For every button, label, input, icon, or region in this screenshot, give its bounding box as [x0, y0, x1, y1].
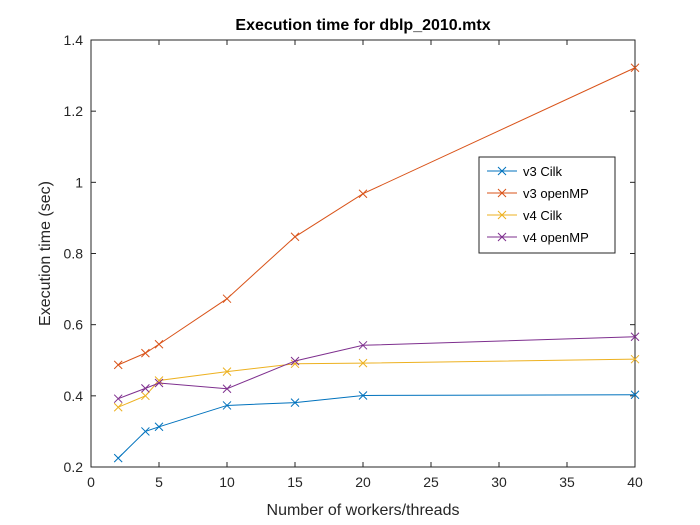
y-axis-label: Execution time (sec) [37, 181, 54, 326]
data-point-marker [154, 422, 164, 432]
x-axis: 0 5 10 15 20 25 30 35 40 [87, 40, 643, 490]
data-point-marker [358, 340, 368, 350]
data-point-marker [141, 391, 150, 401]
data-point-marker [290, 232, 300, 242]
data-point-marker [222, 294, 232, 304]
series-v4-cilk [113, 354, 640, 412]
y-tick-label: 0.8 [64, 246, 84, 262]
data-point-marker [290, 359, 300, 369]
data-point-marker [222, 384, 232, 394]
x-tick-label: 35 [559, 474, 575, 490]
legend-item: v3 openMP [487, 186, 589, 201]
y-tick-label: 1 [75, 174, 83, 190]
x-axis-label: Number of workers/threads [267, 502, 460, 519]
legend-item: v4 Cilk [487, 208, 563, 223]
data-point-marker [113, 402, 123, 412]
data-point-marker [358, 391, 368, 400]
legend-item: v3 Cilk [487, 164, 563, 179]
data-point-marker [154, 339, 164, 349]
legend-marker [497, 232, 507, 242]
data-point-marker [630, 354, 640, 364]
x-tick-label: 30 [491, 474, 507, 490]
data-point-marker [358, 189, 368, 199]
chart-title: Execution time for dblp_2010.mtx [235, 17, 490, 34]
y-tick-label: 1.4 [64, 32, 84, 48]
legend-label: v3 Cilk [523, 164, 563, 179]
data-point-marker [141, 384, 150, 393]
x-tick-label: 5 [155, 474, 163, 490]
x-tick-label: 15 [287, 474, 303, 490]
data-point-marker [630, 390, 640, 400]
x-tick-label: 40 [627, 474, 643, 490]
legend-label: v4 Cilk [523, 208, 563, 223]
legend-marker [497, 166, 507, 176]
data-point-marker [630, 63, 640, 73]
data-point-marker [113, 360, 123, 370]
data-point-marker [222, 401, 232, 410]
x-tick-label: 10 [219, 474, 235, 490]
data-point-marker [290, 398, 300, 407]
data-point-marker [290, 356, 300, 366]
legend-marker [497, 188, 507, 198]
data-point-marker [358, 358, 368, 368]
y-tick-label: 0.4 [64, 388, 84, 404]
legend-label: v4 openMP [523, 230, 589, 245]
data-point-marker [222, 367, 232, 376]
y-tick-label: 0.2 [64, 459, 84, 475]
x-tick-label: 25 [423, 474, 439, 490]
series-v3-cilk [113, 390, 640, 463]
legend-label: v3 openMP [523, 186, 589, 201]
y-tick-label: 1.2 [64, 103, 84, 119]
legend-item: v4 openMP [487, 230, 589, 245]
data-point-marker [141, 427, 150, 436]
data-point-marker [154, 378, 164, 388]
y-tick-label: 0.6 [64, 317, 84, 333]
y-axis: 0.2 0.4 0.6 0.8 1 1.2 1.4 [64, 32, 635, 475]
x-tick-label: 0 [87, 474, 95, 490]
data-point-marker [630, 332, 640, 342]
legend: v3 Cilk v3 openMP v4 Cilk v4 openMP [478, 156, 616, 254]
data-point-marker [113, 453, 123, 463]
data-point-marker [141, 348, 150, 358]
legend-marker [497, 210, 507, 220]
data-point-marker [113, 394, 123, 404]
x-tick-label: 20 [355, 474, 371, 490]
series-layer [113, 63, 640, 463]
series-v3-openmp [113, 63, 640, 370]
series-v4-openmp [113, 332, 640, 404]
